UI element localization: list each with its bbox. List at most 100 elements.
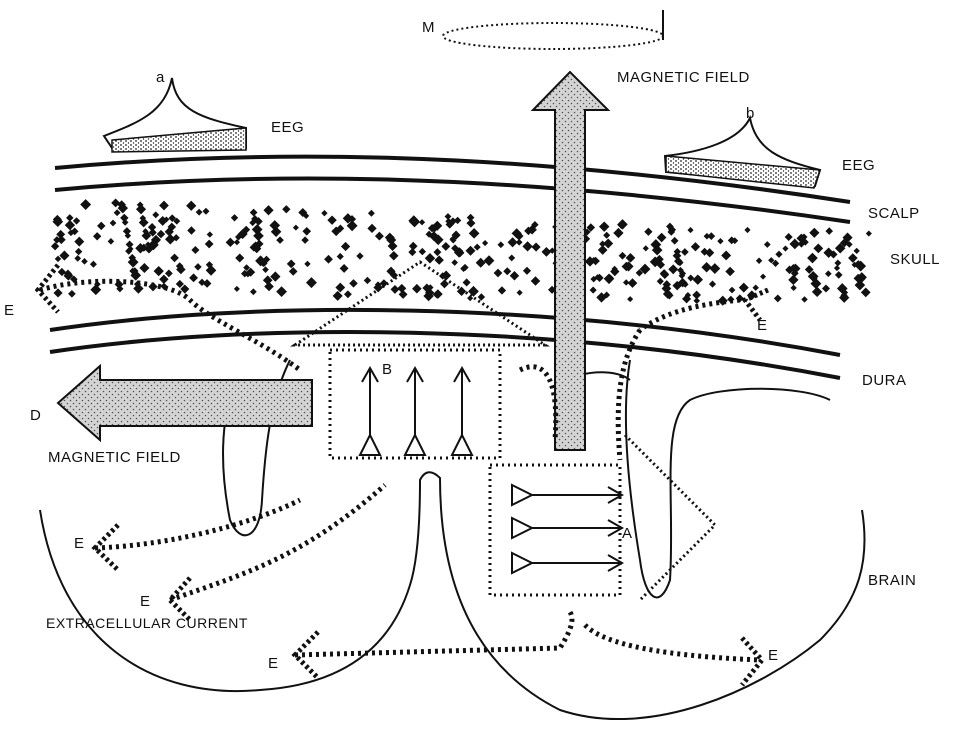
skull-dot [681, 281, 689, 288]
skull-dot [50, 242, 60, 251]
skull-dot [656, 277, 664, 285]
skull-dot [144, 244, 154, 254]
skull-dot [516, 289, 523, 296]
eeg-electrode-a [102, 77, 247, 153]
skull-dot [349, 279, 358, 288]
skull-dot [627, 278, 638, 288]
skull-dot [549, 247, 556, 254]
skull-dot [788, 274, 799, 286]
skull-dot [346, 220, 358, 232]
skull-dot [493, 268, 503, 278]
skull-dot [168, 214, 177, 222]
skull-dot [80, 199, 92, 211]
skull-dot [97, 221, 106, 231]
skull-dot [782, 245, 789, 252]
skull-dot [639, 263, 651, 275]
skull-dot [347, 215, 357, 224]
skull-dot [829, 250, 838, 259]
label-eeg-left: EEG [271, 119, 304, 136]
label-extracellular-current: EXTRACELLULAR CURRENT [46, 615, 248, 631]
label-b-electrode: b [746, 105, 755, 122]
skull-dot [113, 209, 121, 217]
skull-dot [603, 238, 614, 249]
label-scalp: SCALP [868, 205, 920, 222]
skull-dot [170, 253, 179, 263]
skull-dot [801, 296, 808, 303]
skull-dot [821, 284, 831, 293]
skull-dot [120, 213, 129, 223]
skull-dot [531, 221, 539, 229]
skull-dot [56, 235, 66, 245]
skull-dot [482, 240, 489, 247]
skull-dot [282, 205, 291, 214]
skull-dot [398, 289, 408, 299]
skull-dot [429, 223, 439, 233]
skull-dot [255, 255, 267, 267]
skull-dot [412, 283, 422, 294]
skull-dot [444, 213, 452, 220]
skull-dot [450, 237, 457, 244]
skull-dot [649, 256, 661, 268]
skull-dot [784, 232, 793, 242]
label-e-left-low: E [140, 593, 151, 610]
skull-dot [755, 257, 763, 264]
eeg-electrode-b [663, 114, 822, 189]
skull-dot [225, 237, 236, 248]
skull-dot [673, 247, 682, 256]
skull-dot [703, 232, 711, 240]
skull-dot [133, 283, 144, 294]
skull-dot [202, 279, 212, 288]
skull-dot [483, 255, 495, 267]
skull-dot [324, 254, 333, 264]
skull-dot [122, 227, 132, 236]
skull-dot [321, 210, 328, 217]
skull-dot [853, 247, 860, 254]
skull-dot [590, 275, 597, 283]
skull-dot [690, 242, 701, 252]
skull-dot [262, 275, 273, 286]
skull-dot [477, 293, 486, 301]
skull-dot [63, 270, 74, 281]
skull-dot [276, 236, 284, 244]
skull-dot [677, 266, 684, 274]
skull-dot [390, 285, 400, 294]
skull-dot [127, 256, 139, 268]
scalp-layer [54, 154, 851, 224]
skull-dot [432, 290, 441, 299]
skull-dot [621, 261, 632, 272]
skull-dot [327, 215, 337, 225]
skull-dot [141, 230, 152, 241]
skull-dot [848, 253, 858, 263]
skull-dot [738, 282, 749, 293]
skull-dot [790, 263, 801, 274]
skull-dot [249, 288, 257, 296]
skull-dot [187, 226, 196, 235]
skull-dot [52, 216, 64, 228]
skull-dot [497, 241, 505, 249]
skull-dot [379, 279, 388, 288]
skull-dot [842, 289, 849, 296]
skull-dot [668, 264, 679, 275]
skull-dot [825, 227, 834, 235]
skull-dot [515, 238, 523, 246]
skull-dot [292, 224, 299, 231]
skull-dot [752, 284, 759, 291]
skull-dot [117, 202, 129, 214]
skull-dot [453, 216, 462, 225]
skull-dot [243, 264, 250, 272]
skull-dot [466, 213, 475, 222]
skull-dot [656, 260, 666, 270]
skull-dot [678, 272, 686, 279]
skull-dot [667, 228, 676, 236]
skull-dot [511, 228, 522, 239]
skull-dot [125, 240, 134, 249]
skull-dot [595, 273, 604, 282]
skull-dot [584, 256, 596, 267]
skull-dot [172, 234, 180, 242]
skull-dot [597, 245, 608, 255]
skull-dot [57, 267, 67, 277]
skull-dot [662, 289, 673, 299]
skull-dot [408, 215, 420, 227]
skull-dot [599, 240, 607, 248]
skull-dot [74, 236, 85, 247]
